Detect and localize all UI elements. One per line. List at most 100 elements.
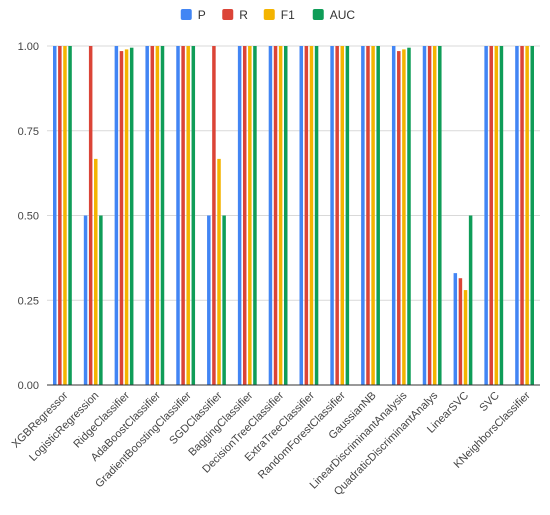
- bar-group: [361, 46, 380, 385]
- bar-r: [119, 51, 124, 386]
- bar-group: [114, 46, 134, 386]
- bar-r: [212, 46, 216, 385]
- bar-auc: [253, 46, 257, 385]
- bar-p: [391, 46, 396, 385]
- bar-r: [489, 46, 493, 385]
- legend-item-f1: F1: [263, 8, 295, 22]
- bar-p: [83, 215, 88, 385]
- bar-p: [299, 46, 304, 385]
- bar-auc: [129, 47, 134, 385]
- y-tick-label: 1.00: [18, 41, 39, 53]
- bar-auc: [345, 46, 350, 385]
- bar-f1: [217, 158, 221, 385]
- bar-f1: [402, 49, 406, 385]
- bar-f1: [155, 46, 160, 385]
- x-axis: XGBRegressorLogisticRegressionRidgeClass…: [10, 389, 533, 498]
- bar-r: [458, 278, 463, 385]
- bar-auc: [160, 46, 165, 385]
- legend-swatch: [263, 9, 275, 20]
- bar-p: [237, 46, 242, 385]
- bar-auc: [530, 46, 534, 385]
- bar-r: [304, 46, 309, 385]
- bar-group: [453, 215, 473, 385]
- bar-group: [484, 46, 504, 385]
- bar-f1: [278, 46, 283, 385]
- bar-p: [176, 46, 180, 385]
- bar-auc: [222, 215, 226, 385]
- legend-item-p: P: [180, 8, 206, 22]
- bar-group: [145, 46, 165, 385]
- legend-label: P: [198, 8, 206, 22]
- y-axis: 0.00 0.25 0.50 0.75 1.00: [18, 41, 39, 392]
- bar-r: [335, 46, 339, 385]
- x-tick-label: SVC: [477, 390, 502, 415]
- bar-f1: [248, 46, 252, 385]
- bar-auc: [376, 46, 380, 385]
- bar-r: [242, 46, 247, 385]
- bar-f1: [94, 158, 98, 385]
- bar-f1: [340, 46, 345, 385]
- legend-label: AUC: [330, 8, 356, 22]
- bar-group: [422, 46, 442, 385]
- bar-auc: [499, 46, 504, 385]
- bar-p: [422, 46, 427, 385]
- bar-r: [58, 46, 62, 385]
- bar-r: [181, 46, 185, 385]
- bar-group: [237, 46, 257, 385]
- bar-group: [268, 46, 288, 385]
- bar-auc: [99, 215, 103, 385]
- bar-auc: [438, 46, 442, 385]
- bar-group: [299, 46, 319, 385]
- bar-f1: [463, 290, 468, 385]
- bar-p: [268, 46, 273, 385]
- bar-p: [515, 46, 519, 385]
- y-tick-label: 0.75: [18, 126, 39, 138]
- bar-f1: [494, 46, 499, 385]
- bars: [53, 46, 534, 386]
- bar-p: [484, 46, 488, 385]
- legend-swatch: [312, 9, 324, 20]
- bar-group: [176, 46, 196, 385]
- bar-group: [207, 46, 226, 385]
- bar-group: [53, 46, 72, 385]
- bar-r: [273, 46, 278, 385]
- y-tick-label: 0.50: [18, 211, 39, 223]
- legend-item-r: R: [222, 8, 248, 22]
- bar-r: [397, 51, 401, 386]
- bar-group: [515, 46, 534, 385]
- bar-f1: [309, 46, 314, 385]
- bar-auc: [314, 46, 319, 385]
- bar-f1: [186, 46, 190, 385]
- bar-p: [453, 273, 458, 385]
- legend-swatch: [222, 9, 234, 20]
- legend-item-auc: AUC: [312, 8, 356, 22]
- bar-auc: [191, 46, 196, 385]
- y-tick-label: 0.00: [18, 380, 39, 392]
- bar-r: [88, 46, 93, 385]
- bar-group: [330, 46, 350, 385]
- legend: P R F1 AUC: [180, 8, 356, 22]
- bar-p: [361, 46, 365, 385]
- legend-label: F1: [281, 8, 295, 22]
- y-tick-label: 0.25: [18, 295, 39, 307]
- bar-p: [53, 46, 57, 385]
- bar-auc: [468, 215, 473, 385]
- bar-f1: [432, 46, 437, 385]
- bar-r: [520, 46, 524, 385]
- bar-p: [145, 46, 149, 385]
- bar-r: [150, 46, 155, 385]
- bar-r: [366, 46, 370, 385]
- bar-auc: [68, 46, 72, 385]
- bar-auc: [283, 46, 288, 385]
- bar-auc: [407, 47, 411, 385]
- bar-p: [114, 46, 119, 385]
- bar-r: [427, 46, 432, 385]
- legend-label: R: [239, 8, 248, 22]
- bar-f1: [63, 46, 67, 385]
- legend-swatch: [180, 9, 192, 20]
- bar-p: [330, 46, 334, 385]
- bar-f1: [525, 46, 529, 385]
- bar-p: [207, 215, 211, 385]
- bar-group: [391, 46, 411, 386]
